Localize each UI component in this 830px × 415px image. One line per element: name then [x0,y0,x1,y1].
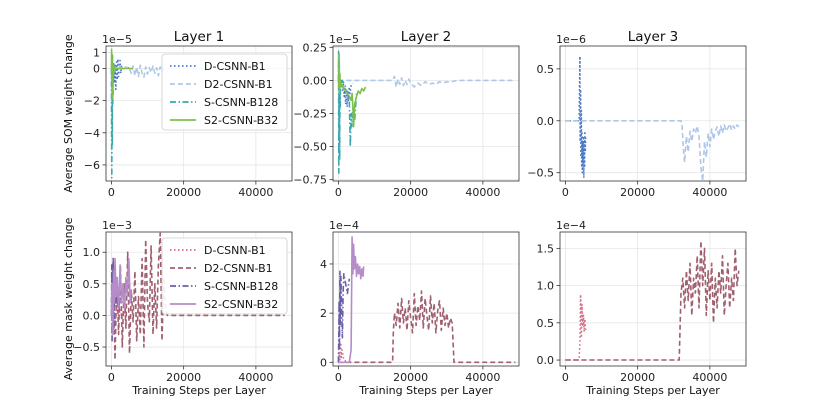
series-line-d2-csnn-b1 [338,75,516,88]
y-tick-label: −2 [84,95,100,108]
series-line-d2-csnn-b1 [111,64,285,79]
y-tick-label: 1.5 [537,242,555,255]
x-tick-label: 20000 [620,186,655,199]
series-line-d2-csnn-b1 [565,120,740,182]
series-line-d-csnn-b1 [338,79,354,108]
legend-entry-d-csnn-b1: D-CSNN-B1 [204,244,266,257]
y-tick-label: 0.25 [303,41,328,54]
legend-entry-s2-csnn-b32: S2-CSNN-B32 [204,114,278,127]
panel-title: Layer 1 [174,29,225,45]
x-tick-label: 40000 [692,186,727,199]
x-tick-label: 40000 [692,371,727,384]
y-axis-label: Average SOM weight change [62,34,75,193]
x-axis-label: Training Steps per Layer [358,384,493,397]
x-tick-label: 0 [335,186,342,199]
y-tick-label: 2 [320,307,327,320]
series-line-d2-csnn-b1 [338,290,516,364]
x-tick-label: 20000 [166,186,201,199]
series-line-s-csnn-b128 [110,257,124,342]
series-line-s2-csnn-b32 [337,53,367,128]
legend-entry-s-csnn-b128: S-CSNN-B128 [204,96,278,109]
series-line-d2-csnn-b1 [565,240,740,361]
x-axis-label: Training Steps per Layer [131,384,266,397]
y-tick-label: 4 [320,258,327,271]
y-axis-label: Average mask weight change [62,217,75,380]
y-tick-label: 0.00 [303,74,328,87]
y-tick-label: 1.0 [83,246,101,259]
legend: D-CSNN-B1 D2-CSNN-B1 S-CSNN-B128 S2-CSNN-B3… [161,237,288,315]
scale-label: 1e−4 [329,219,359,232]
legend-box [161,237,288,315]
y-tick-label: 0.5 [537,63,555,76]
scale-label: 1e−5 [102,33,132,46]
series-line-d-csnn-b1 [110,58,132,91]
panel-title: Layer 2 [401,29,452,45]
y-tick-label: −0.50 [293,141,327,154]
y-tick-label: 0.0 [537,354,555,367]
axes-frame [105,45,293,182]
legend-entry-d-csnn-b1: D-CSNN-B1 [204,60,266,73]
x-tick-label: 0 [562,186,569,199]
legend-entry-s-csnn-b128: S-CSNN-B128 [204,280,278,293]
x-tick-label: 20000 [393,186,428,199]
series-line-s-csnn-b128 [337,270,351,363]
series-line-s2-csnn-b32 [110,257,133,336]
y-tick-label: 0 [320,356,327,369]
panel-3: 0 20000 40000 0.5 0.0 −0.5 1e−6 Layer 3 [527,29,747,199]
x-tick-label: 0 [108,186,115,199]
series-line-s-csnn-b128 [337,50,358,174]
scale-label: 1e−3 [102,219,132,232]
y-tick-label: −0.75 [293,174,327,187]
legend-entry-d2-csnn-b1: D2-CSNN-B1 [204,262,273,275]
legend-entry-s2-csnn-b32: S2-CSNN-B32 [204,298,278,311]
scale-label: 1e−5 [329,33,359,46]
y-tick-label: 0.0 [537,115,555,128]
panel-title: Layer 3 [628,29,679,45]
x-axis-label: Training Steps per Layer [585,384,720,397]
axes-frame [559,45,747,182]
x-tick-label: 20000 [620,371,655,384]
x-tick-label: 40000 [238,186,273,199]
x-tick-label: 40000 [238,371,273,384]
panel-2: 0 20000 40000 0.25 0.00 −0.25 −0.50 −0.75 1e−5 La… [293,29,520,199]
y-tick-label: 0.5 [537,317,555,330]
legend-box [161,53,288,131]
x-tick-label: 0 [562,371,569,384]
y-tick-label: 0.0 [83,309,101,322]
series-line-s-csnn-b128 [110,54,115,179]
y-tick-label: 1.0 [537,280,555,293]
x-tick-label: 40000 [465,186,500,199]
series-line-d-csnn-b1 [337,341,350,364]
x-tick-label: 20000 [166,371,201,384]
panel-5: 0 20000 40000 4 2 0 1e−4 Training Steps per Lay… [320,219,520,397]
x-tick-label: 0 [335,371,342,384]
series-line-d2-csnn-b1 [110,232,285,361]
y-tick-label: −0.25 [293,108,327,121]
panel-1: 0 20000 40000 1 0 −2 −4 −6 1e−5 Layer 1 Average SO… [62,29,293,199]
y-tick-label: −4 [84,127,100,140]
x-tick-label: 20000 [393,371,428,384]
x-tick-label: 40000 [465,371,500,384]
panel-6: 0 20000 40000 1.5 1.0 0.5 0.0 1e−4 Training Step… [537,219,747,397]
legend: D-CSNN-B1 D2-CSNN-B1 S-CSNN-B128 S2-CSNN-B3… [161,53,288,131]
y-tick-label: −0.5 [527,167,554,180]
y-tick-label: −0.5 [73,341,100,354]
legend-entry-d2-csnn-b1: D2-CSNN-B1 [204,78,273,91]
series-line-s2-csnn-b32 [338,236,365,364]
axes-frame [105,231,293,367]
scale-label: 1e−6 [556,33,586,46]
y-tick-label: 0.5 [83,278,101,291]
series-line-s2-csnn-b32 [110,48,134,100]
scale-label: 1e−4 [556,219,586,232]
series-line-d-csnn-b1 [565,55,587,179]
series-line-d-csnn-b1 [565,293,587,361]
y-tick-label: −6 [84,159,100,172]
panel-4: 0 20000 40000 1.0 0.5 0.0 −0.5 1e−3 Training Ste… [62,217,293,397]
y-tick-label: 0 [93,63,100,76]
y-tick-label: 1 [93,46,100,59]
axes-frame [332,231,520,367]
axes-frame [559,231,747,367]
x-tick-label: 0 [108,371,115,384]
